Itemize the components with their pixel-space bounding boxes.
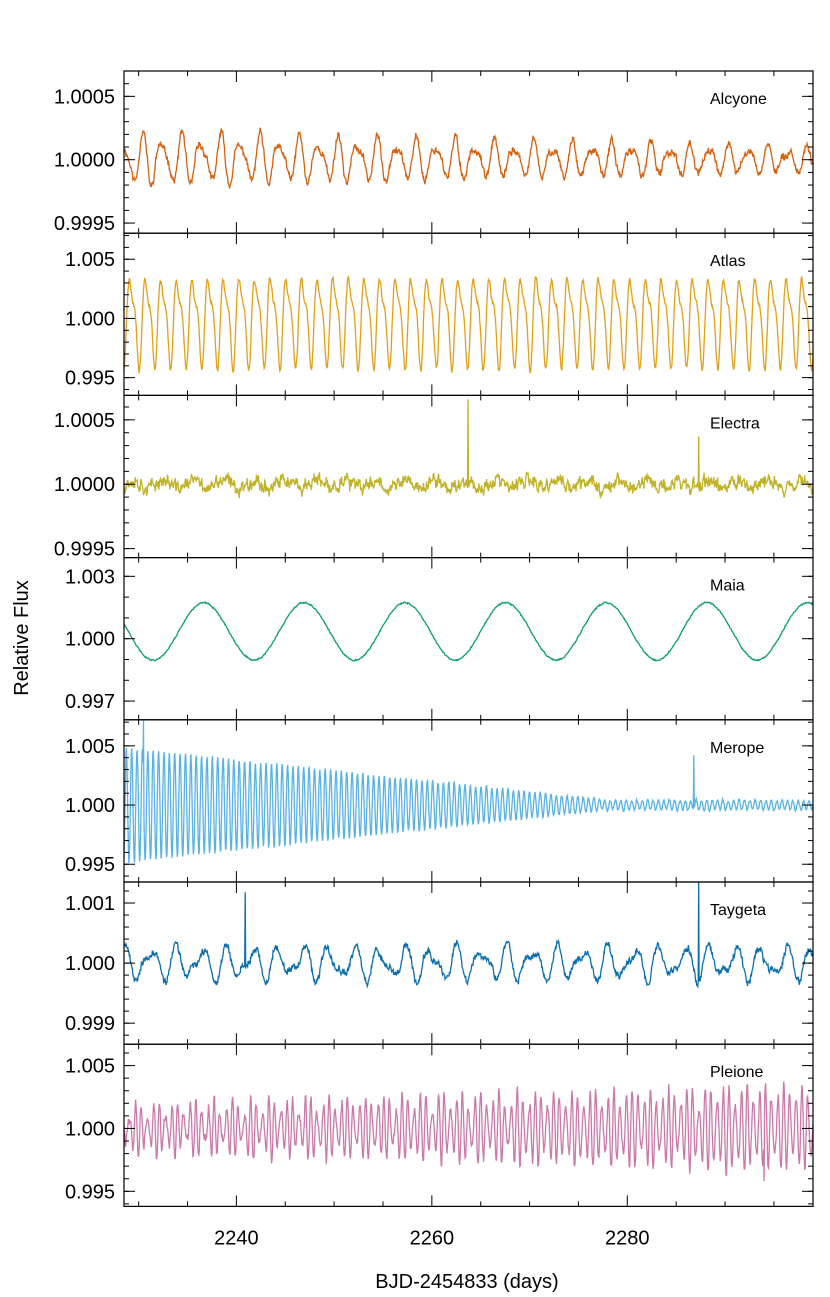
panel-frame <box>123 1043 814 1207</box>
x-tick-label: 2240 <box>214 1227 259 1249</box>
y-tick-label: 1.000 <box>65 953 115 975</box>
panel-alcyone: 0.9995 1.0000 1.0005 Alcyone <box>54 70 814 235</box>
y-tick-label: 1.0000 <box>54 150 115 172</box>
panel-name-label: Pleione <box>710 1064 763 1081</box>
y-tick-label: 1.005 <box>65 736 115 758</box>
y-tick-label: 0.997 <box>65 691 115 713</box>
y-tick-label: 0.9995 <box>54 213 115 235</box>
panel-name-label: Electra <box>710 415 760 432</box>
y-tick-label: 1.0000 <box>54 474 115 496</box>
panel-electra: 0.9995 1.0000 1.0005 Electra <box>54 394 814 561</box>
panel-taygeta: 0.999 1.000 1.001 Taygeta <box>65 881 814 1045</box>
y-tick-label: 1.0005 <box>54 86 115 108</box>
y-tick-label: 1.000 <box>65 1118 115 1140</box>
y-tick-label: 1.003 <box>65 566 115 588</box>
y-tick-label: 1.001 <box>65 893 115 915</box>
y-tick-label: 1.005 <box>65 1056 115 1078</box>
series-line-pleione <box>124 1081 813 1182</box>
x-axis-label: BJD-2454833 (days) <box>375 1271 558 1293</box>
x-tick-label: 2260 <box>410 1227 455 1249</box>
series-line-alcyone <box>124 127 813 189</box>
y-tick-label: 1.000 <box>65 629 115 651</box>
series-line-taygeta <box>124 882 813 989</box>
y-tick-label: 1.005 <box>65 249 115 271</box>
panel-name-label: Alcyone <box>710 91 767 108</box>
series-line-maia <box>124 601 813 662</box>
panel-pleione: 0.995 1.000 1.005 Pleione <box>65 1043 814 1207</box>
panel-name-label: Merope <box>710 740 764 757</box>
panel-maia: 0.997 1.000 1.003 Maia <box>65 556 814 721</box>
x-tick-label: 2280 <box>605 1227 650 1249</box>
panel-name-label: Taygeta <box>710 902 766 919</box>
y-tick-label: 0.9995 <box>54 539 115 561</box>
y-tick-label: 0.995 <box>65 1181 115 1203</box>
y-tick-label: 0.999 <box>65 1013 115 1035</box>
y-tick-label: 1.000 <box>65 795 115 817</box>
y-tick-label: 0.995 <box>65 368 115 390</box>
panel-merope: 0.995 1.000 1.005 Merope <box>65 719 814 883</box>
x-axis: 2240 2260 2280 <box>214 1227 649 1249</box>
series-line-atlas <box>124 275 813 374</box>
y-tick-label: 1.000 <box>65 308 115 330</box>
panels-group: 0.9995 1.0000 1.0005 Alcyone 0.995 1.000 1.005… <box>54 70 814 1207</box>
y-tick-label: 0.995 <box>65 854 115 876</box>
y-tick-label: 1.0005 <box>54 410 115 432</box>
series-line-electra <box>124 399 813 500</box>
panel-atlas: 0.995 1.000 1.005 Atlas <box>65 232 814 396</box>
y-axis-label: Relative Flux <box>11 580 33 696</box>
series-line-merope <box>124 719 813 864</box>
panel-name-label: Maia <box>710 578 745 595</box>
panel-name-label: Atlas <box>710 253 746 270</box>
